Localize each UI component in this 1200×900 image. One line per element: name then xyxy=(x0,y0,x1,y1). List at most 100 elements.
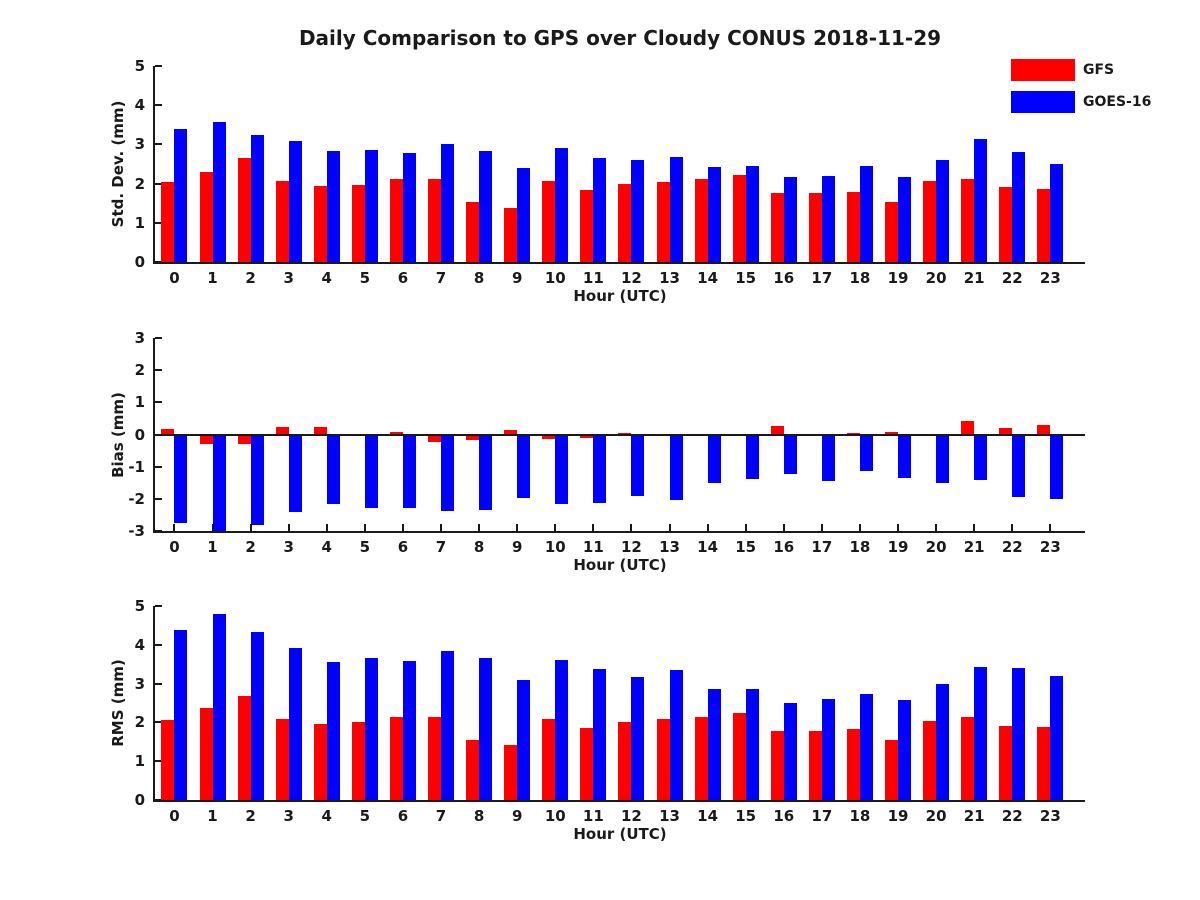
x-tick-label: 12 xyxy=(620,269,642,287)
gfs-color-swatch-icon xyxy=(1011,59,1075,81)
goes-16-bar-hour-4 xyxy=(326,434,340,504)
gfs-bar-hour-0 xyxy=(161,720,175,800)
y-tick-label: 2 xyxy=(134,174,145,193)
goes-16-bar-hour-6 xyxy=(402,153,416,262)
y-tick-mark xyxy=(155,643,162,646)
y-tick-label: 4 xyxy=(134,635,145,654)
goes-16-bar-hour-18 xyxy=(859,694,873,800)
gfs-bar-hour-6 xyxy=(389,432,403,435)
y-tick-label: 2 xyxy=(134,713,145,732)
gfs-bar-hour-14 xyxy=(694,716,708,800)
goes-16-bar-hour-5 xyxy=(364,434,378,509)
gfs-bar-hour-11 xyxy=(580,434,594,438)
goes-16-bar-hour-6 xyxy=(402,661,416,800)
goes-16-bar-hour-8 xyxy=(479,657,493,800)
gfs-bar-hour-7 xyxy=(428,716,441,800)
goes-16-bar-hour-3 xyxy=(288,140,302,262)
x-tick-label: 4 xyxy=(321,269,332,287)
gfs-bar-hour-7 xyxy=(428,434,441,442)
y-tick-label: 0 xyxy=(134,425,145,444)
gfs-bar-hour-15 xyxy=(732,713,746,800)
x-tick-mark xyxy=(935,524,938,531)
x-tick-label: 12 xyxy=(620,538,642,556)
gfs-bar-hour-0 xyxy=(161,428,175,435)
goes-16-bar-hour-0 xyxy=(174,434,188,523)
x-tick-label: 11 xyxy=(582,807,604,825)
gfs-bar-hour-11 xyxy=(580,727,594,800)
y-tick-label: -3 xyxy=(128,522,145,540)
x-tick-mark xyxy=(363,524,366,531)
goes-16-bar-hour-22 xyxy=(1012,668,1026,800)
x-tick-label: 4 xyxy=(321,807,332,825)
x-tick-label: 10 xyxy=(544,538,566,556)
x-tick-mark xyxy=(668,524,671,531)
x-tick-label: 15 xyxy=(735,538,757,556)
x-tick-label: 13 xyxy=(659,807,680,825)
goes-16-bar-hour-5 xyxy=(364,657,378,800)
gfs-bar-hour-16 xyxy=(770,425,784,435)
goes-16-bar-hour-6 xyxy=(402,434,416,509)
goes-16-bar-hour-19 xyxy=(898,699,911,800)
x-tick-label: 17 xyxy=(811,538,833,556)
goes-16-bar-hour-7 xyxy=(441,143,454,262)
x-tick-label: 14 xyxy=(697,269,719,287)
gfs-bar-hour-1 xyxy=(199,171,213,262)
gfs-bar-hour-7 xyxy=(428,178,441,262)
y-tick-mark xyxy=(155,760,162,763)
subplot-std-dev: Std. Dev. (mm) 0 1 2 3 4 5 0 1 2 3 4 5 6 7 8 9 10 11 12 13 1… xyxy=(109,57,1085,305)
goes-16-bar-hour-20 xyxy=(936,160,950,262)
x-axis-label-std-dev: Hour (UTC) xyxy=(573,287,667,305)
y-tick-mark xyxy=(155,721,162,724)
y-tick-label: 3 xyxy=(134,674,145,693)
x-tick-label: 5 xyxy=(359,269,371,287)
gfs-bar-hour-3 xyxy=(275,427,289,435)
plot-area-bias: -3 -2 -1 0 1 2 3 0 1 2 3 4 5 6 7 8 9 10 11 12 13 14 15 16 17 18 19… xyxy=(128,329,1085,556)
y-axis-spine xyxy=(153,606,155,802)
y-tick-mark xyxy=(155,605,162,607)
x-tick-label: 2 xyxy=(245,269,256,287)
plot-area-std-dev: 0 1 2 3 4 5 0 1 2 3 4 5 6 7 8 9 10 11 12 13 14 15 16 17 18 19 20 21… xyxy=(135,57,1085,287)
x-tick-label: 19 xyxy=(887,538,909,556)
goes-16-bar-hour-11 xyxy=(593,668,607,800)
gfs-bar-hour-3 xyxy=(275,181,289,262)
x-tick-mark xyxy=(401,524,404,531)
x-tick-mark xyxy=(820,524,823,531)
x-tick-label: 11 xyxy=(582,269,604,287)
goes-16-bar-hour-20 xyxy=(936,434,950,484)
y-tick-label: 4 xyxy=(134,96,145,115)
gfs-bar-hour-21 xyxy=(961,716,975,800)
gfs-bar-hour-1 xyxy=(199,708,213,800)
x-tick-mark xyxy=(173,524,176,531)
plot-area-rms: 0 1 2 3 4 5 0 1 2 3 4 5 6 7 8 9 10 11 12 13 14 15 16 17 18 19 20 21… xyxy=(135,597,1085,825)
x-tick-mark xyxy=(1011,524,1014,531)
x-tick-label: 1 xyxy=(207,269,218,287)
gfs-bar-hour-1 xyxy=(199,434,213,445)
x-tick-label: 7 xyxy=(435,269,447,287)
gfs-bar-hour-22 xyxy=(999,428,1013,435)
x-tick-label: 0 xyxy=(169,538,180,556)
gfs-bar-hour-4 xyxy=(313,427,327,435)
goes-16-bar-hour-14 xyxy=(707,434,721,484)
x-tick-label: 9 xyxy=(511,807,523,825)
goes-16-bar-hour-18 xyxy=(859,166,873,262)
goes-16-bar-hour-15 xyxy=(745,434,759,480)
x-tick-label: 3 xyxy=(283,538,294,556)
gfs-bar-hour-4 xyxy=(313,185,327,262)
x-tick-label: 8 xyxy=(473,807,485,825)
gfs-bar-hour-5 xyxy=(351,722,365,800)
gfs-bar-hour-4 xyxy=(313,723,327,800)
x-tick-label: 17 xyxy=(811,807,833,825)
legend-label-gfs: GFS xyxy=(1083,62,1115,78)
gfs-bar-hour-16 xyxy=(770,730,784,800)
gfs-bar-hour-16 xyxy=(770,193,784,262)
goes-16-bar-hour-7 xyxy=(441,651,454,800)
goes-16-bar-hour-3 xyxy=(288,647,302,800)
x-axis-spine xyxy=(153,531,1085,533)
x-axis-label-bias: Hour (UTC) xyxy=(573,556,667,574)
goes-16-bar-hour-19 xyxy=(898,434,911,479)
gfs-bar-hour-19 xyxy=(885,202,898,262)
goes-16-bar-hour-13 xyxy=(669,157,683,262)
x-tick-mark xyxy=(858,524,861,531)
legend: GFS GOES-16 xyxy=(1011,59,1151,123)
